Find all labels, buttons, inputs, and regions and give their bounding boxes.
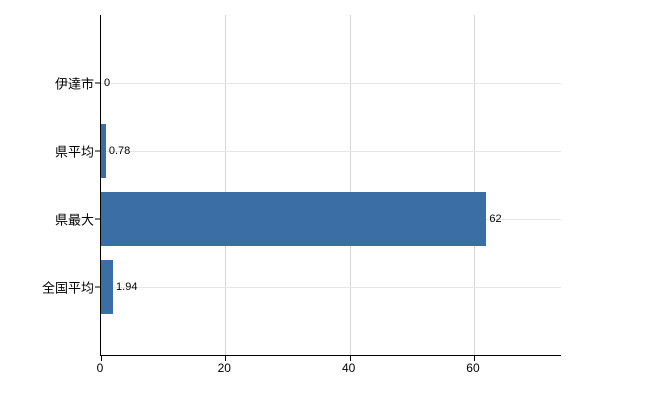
category-gridline xyxy=(101,83,561,84)
bar xyxy=(101,192,487,246)
category-label: 伊達市 xyxy=(54,76,94,92)
category-gridline xyxy=(101,287,561,288)
y-axis-tick xyxy=(95,150,100,152)
category-label: 全国平均 xyxy=(41,280,94,296)
x-axis-tick xyxy=(101,356,102,361)
category-label: 県平均 xyxy=(54,144,94,160)
bar xyxy=(101,260,114,314)
x-axis-tick xyxy=(473,356,475,361)
plot-area: 0 0.78 62 1.94 xyxy=(95,15,561,361)
x-tick-label: 20 xyxy=(217,361,231,375)
y-axis-tick xyxy=(95,286,100,288)
bar-value-label: 0.78 xyxy=(108,145,131,157)
x-tick-label: 40 xyxy=(341,361,356,375)
x-axis-tick xyxy=(225,356,227,361)
x-tick-label: 0 xyxy=(96,361,104,375)
x-gridline xyxy=(473,15,475,355)
bar xyxy=(101,124,106,178)
y-axis-tick xyxy=(95,218,100,220)
x-gridline xyxy=(349,15,351,355)
x-axis-tick xyxy=(349,356,351,361)
category-gridline xyxy=(101,151,561,152)
x-gridline xyxy=(225,15,227,355)
bar-value-label: 1.94 xyxy=(116,281,138,293)
x-tick-label: 60 xyxy=(466,361,480,375)
bar-value-label: 62 xyxy=(489,213,502,225)
y-axis-tick xyxy=(95,82,100,84)
bar-value-label: 0 xyxy=(104,77,111,89)
category-label: 県最大 xyxy=(54,212,94,228)
